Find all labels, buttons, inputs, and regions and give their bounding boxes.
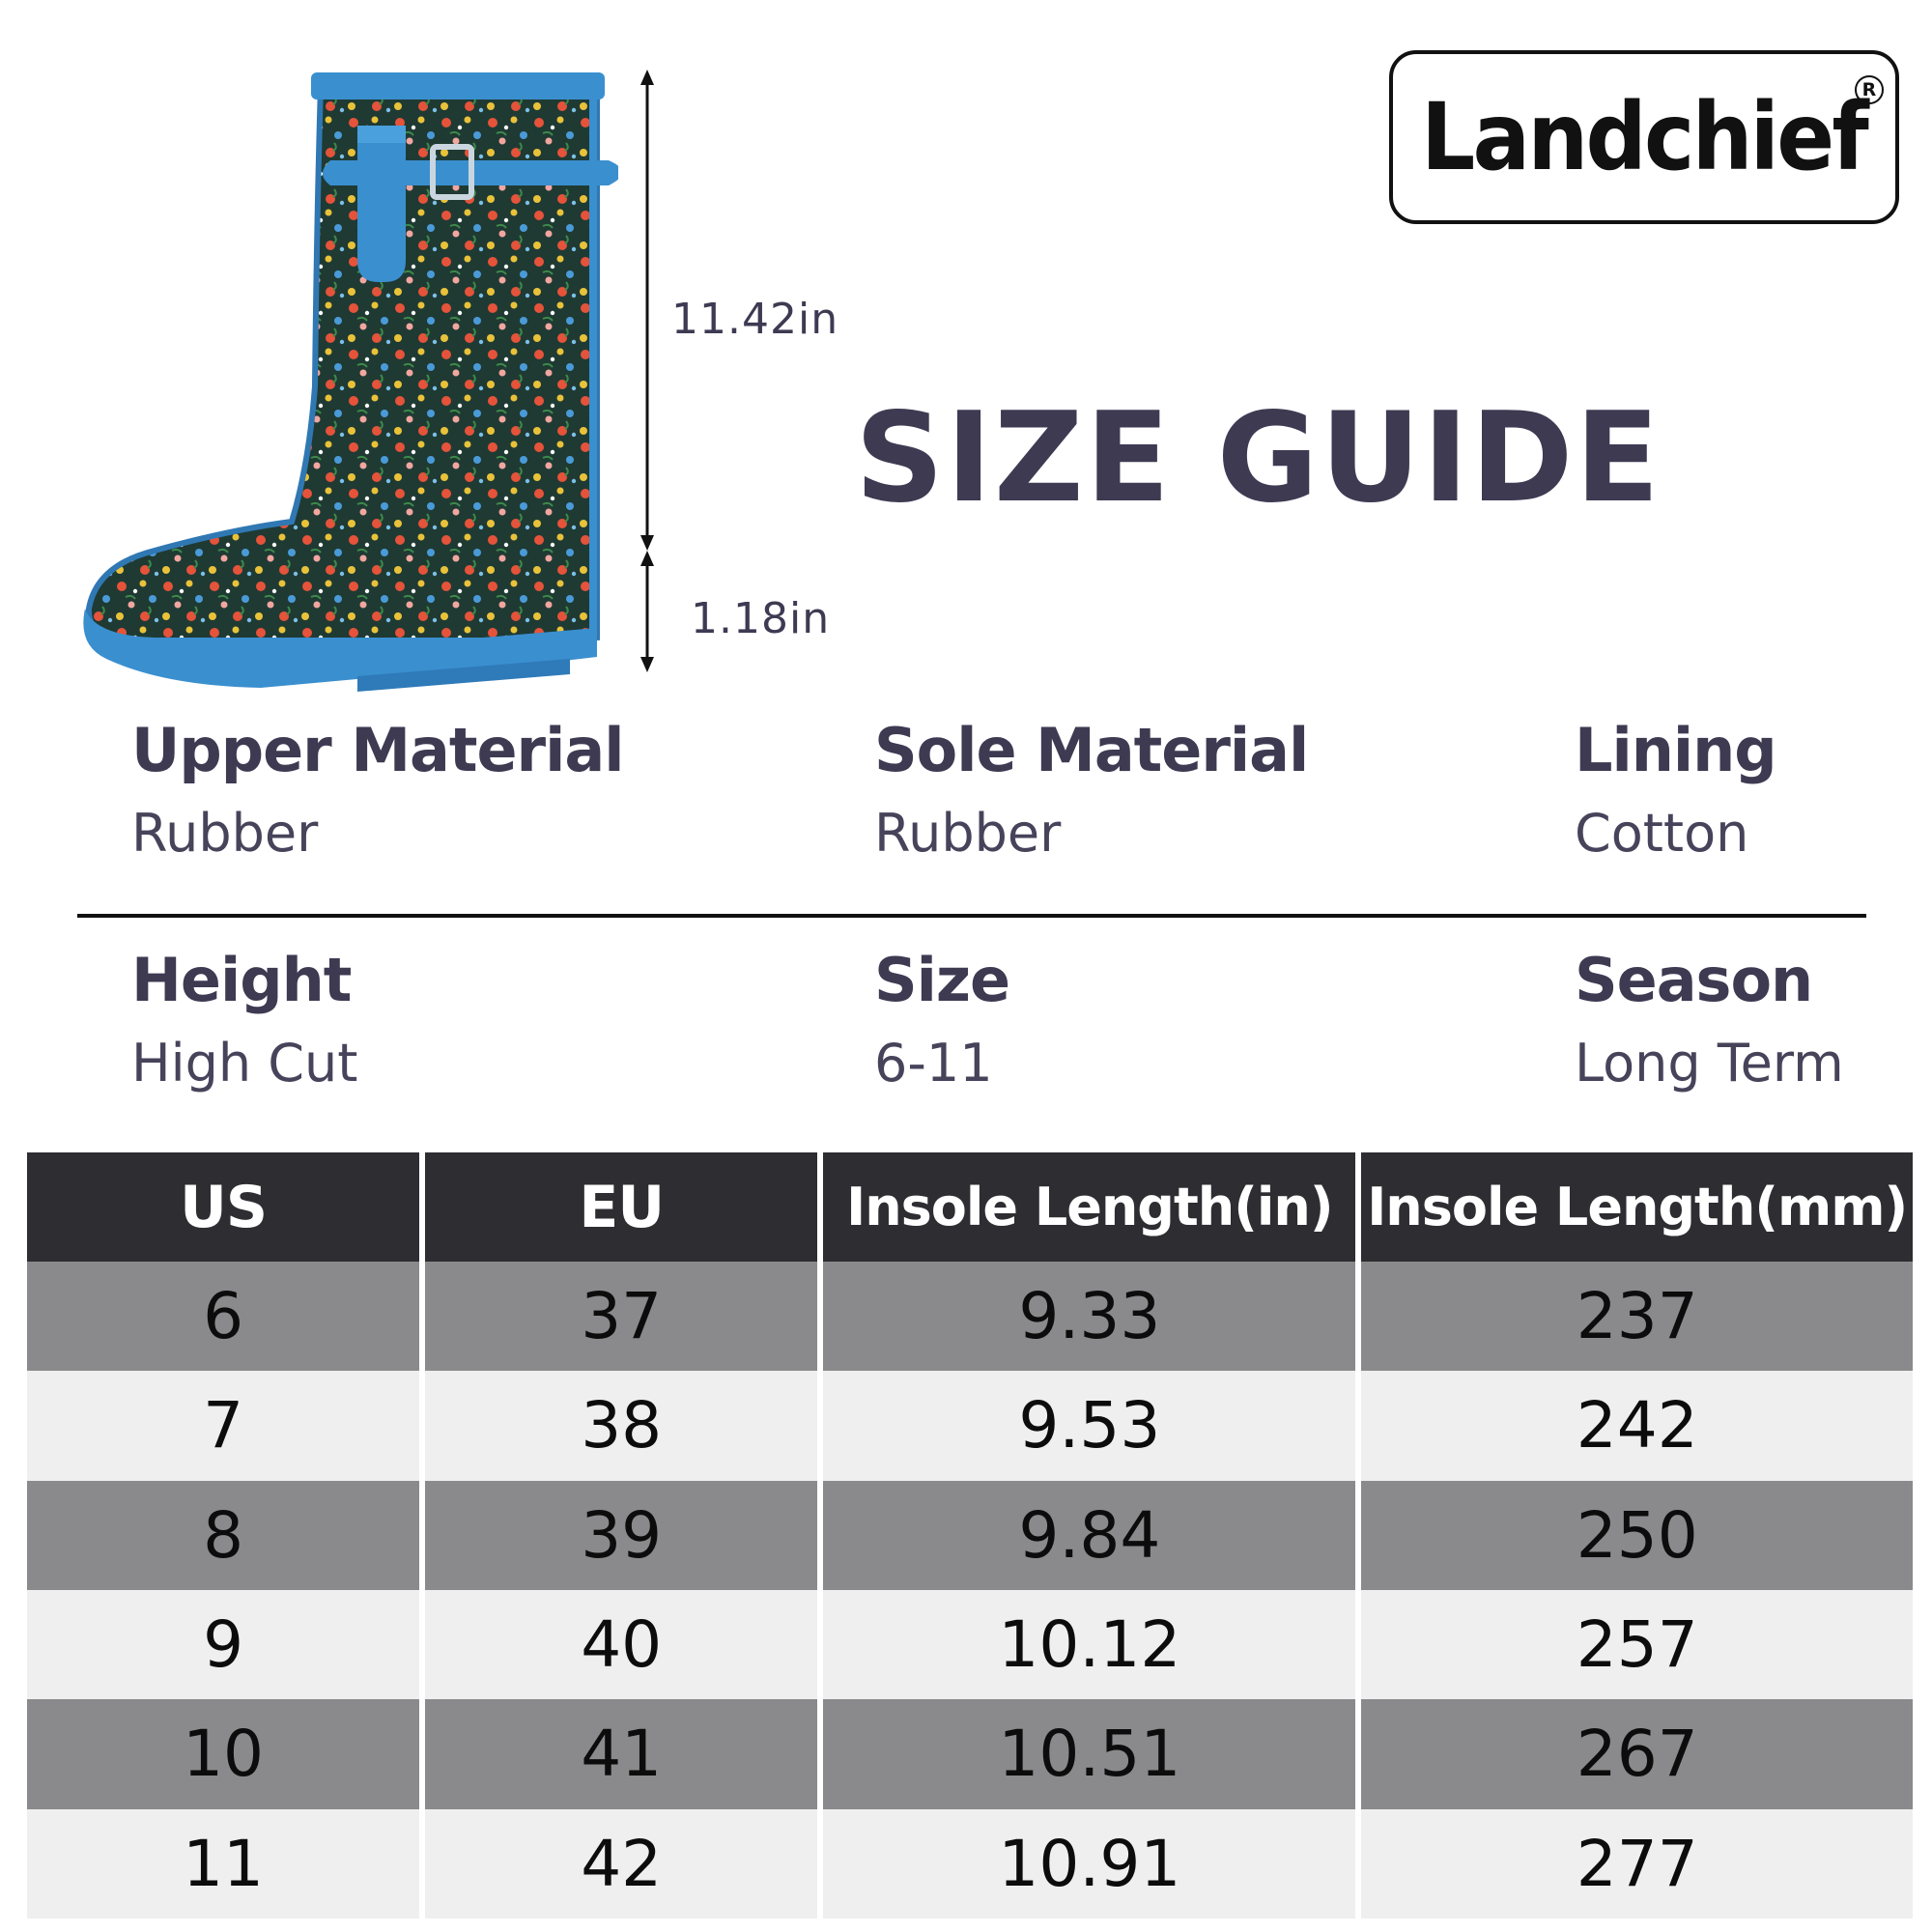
cell-insole-mm: 237	[1361, 1262, 1913, 1372]
spec-label: Lining	[1575, 715, 1777, 785]
spec-value: Rubber	[874, 803, 1062, 864]
table-row: 7 38 9.53 242	[27, 1371, 1913, 1481]
spec-upper-material: Upper Material Rubber	[131, 715, 624, 864]
spec-label: Height	[131, 945, 352, 1015]
cell-insole-in: 9.84	[823, 1480, 1356, 1590]
page-title: SIZE GUIDE	[855, 386, 1662, 530]
spec-value: Rubber	[131, 803, 319, 864]
cell-us: 8	[27, 1480, 420, 1590]
cell-us: 10	[27, 1699, 420, 1809]
registered-mark: R	[1855, 75, 1884, 104]
header-us: US	[27, 1152, 420, 1262]
spec-value: Long Term	[1575, 1033, 1844, 1094]
heel-height-label: 1.18in	[691, 594, 831, 643]
table-row: 6 37 9.33 237	[27, 1262, 1913, 1372]
header-insole-in: Insole Length(in)	[823, 1152, 1356, 1262]
cell-eu: 42	[425, 1808, 818, 1918]
cell-insole-in: 9.53	[823, 1371, 1356, 1481]
cell-insole-mm: 277	[1361, 1808, 1913, 1918]
spec-value: 6-11	[874, 1033, 993, 1094]
cell-insole-mm: 242	[1361, 1371, 1913, 1481]
spec-size: Size 6-11	[874, 945, 1010, 1094]
table-row: 9 40 10.12 257	[27, 1589, 1913, 1700]
rain-boot-illustration	[83, 72, 618, 692]
spec-label: Season	[1575, 945, 1813, 1015]
dimension-arrows	[640, 70, 654, 672]
cell-insole-in: 10.91	[823, 1808, 1356, 1918]
cell-eu: 37	[425, 1262, 818, 1372]
spec-value: Cotton	[1575, 803, 1749, 864]
cell-insole-mm: 250	[1361, 1480, 1913, 1590]
shaft-height-label: 11.42in	[671, 295, 839, 344]
spec-divider	[77, 914, 1866, 918]
spec-label: Size	[874, 945, 1010, 1015]
spec-lining: Lining Cotton	[1575, 715, 1777, 864]
brand-logo: Landchief R	[1389, 50, 1899, 224]
cell-eu: 39	[425, 1480, 818, 1590]
spec-sole-material: Sole Material Rubber	[874, 715, 1309, 864]
cell-us: 9	[27, 1589, 420, 1700]
spec-season: Season Long Term	[1575, 945, 1844, 1094]
header-eu: EU	[425, 1152, 818, 1262]
table-row: 10 41 10.51 267	[27, 1699, 1913, 1809]
cell-us: 7	[27, 1371, 420, 1481]
cell-us: 11	[27, 1808, 420, 1918]
cell-eu: 40	[425, 1589, 818, 1700]
cell-insole-mm: 267	[1361, 1699, 1913, 1809]
spec-value: High Cut	[131, 1033, 358, 1094]
cell-eu: 41	[425, 1699, 818, 1809]
cell-insole-in: 10.51	[823, 1699, 1356, 1809]
spec-label: Upper Material	[131, 715, 624, 785]
table-row: 11 42 10.91 277	[27, 1808, 1913, 1918]
header-insole-mm: Insole Length(mm)	[1361, 1152, 1913, 1262]
cell-eu: 38	[425, 1371, 818, 1481]
brand-logo-text: Landchief	[1421, 83, 1870, 191]
table-header-row: US EU Insole Length(in) Insole Length(mm…	[27, 1152, 1913, 1262]
cell-insole-in: 9.33	[823, 1262, 1356, 1372]
size-table: US EU Insole Length(in) Insole Length(mm…	[21, 1152, 1918, 1918]
spec-label: Sole Material	[874, 715, 1309, 785]
cell-us: 6	[27, 1262, 420, 1372]
cell-insole-mm: 257	[1361, 1589, 1913, 1700]
spec-height: Height High Cut	[131, 945, 357, 1094]
cell-insole-in: 10.12	[823, 1589, 1356, 1700]
table-row: 8 39 9.84 250	[27, 1480, 1913, 1590]
